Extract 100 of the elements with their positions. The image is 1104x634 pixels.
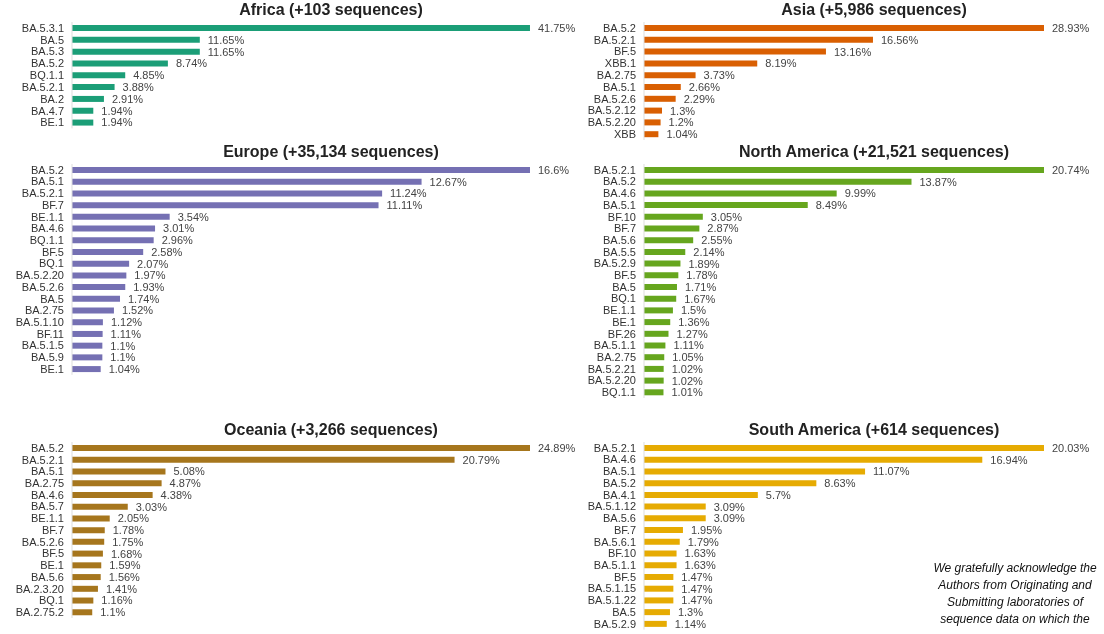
data-label: 1.11% — [673, 339, 704, 352]
data-label: 20.03% — [1051, 441, 1090, 454]
data-label: 1.67% — [684, 292, 716, 305]
y-tick-label: BA.5.1.12 — [587, 500, 637, 513]
data-label: 11.65% — [207, 33, 245, 46]
y-tick-label: BA.4.1 — [603, 488, 637, 501]
data-label: 1.36% — [678, 316, 710, 329]
data-label: 1.3% — [677, 606, 704, 619]
y-tick-label: BF.7 — [613, 222, 636, 235]
y-tick-label: BA.2.75 — [596, 69, 636, 81]
bar — [644, 295, 677, 302]
bar — [644, 480, 817, 487]
data-label: 3.01% — [163, 222, 195, 235]
data-label: 2.58% — [151, 245, 183, 258]
y-tick-label: BQ.1.1 — [29, 234, 64, 247]
bar — [72, 167, 530, 173]
y-tick-label: BA.5.2.20 — [587, 116, 636, 129]
y-tick-label: BA.5.2 — [31, 163, 64, 176]
data-label: 20.74% — [1052, 163, 1090, 176]
y-tick-label: BE.1.1 — [30, 512, 64, 525]
data-label: 2.07% — [137, 257, 169, 270]
bar — [644, 272, 679, 279]
data-label: 1.47% — [681, 594, 713, 607]
bar — [72, 330, 103, 337]
data-label: 2.29% — [683, 92, 716, 105]
data-label: 1.14% — [674, 617, 707, 630]
chart-title: Africa (+103 sequences) — [238, 0, 424, 20]
data-label: 5.7% — [765, 488, 792, 501]
y-tick-label: BQ.1 — [610, 292, 636, 305]
bar — [72, 319, 103, 326]
y-tick-label: BA.2.75 — [24, 304, 64, 317]
bar — [644, 48, 826, 55]
y-tick-label: BF.10 — [607, 547, 637, 560]
data-label: 1.94% — [101, 104, 133, 117]
data-label: 24.89% — [538, 441, 576, 454]
y-tick-label: BA.5 — [612, 605, 637, 618]
y-tick-label: BF.11 — [36, 327, 64, 340]
data-label: 1.74% — [128, 292, 160, 305]
bar — [644, 131, 659, 138]
data-label: 11.24% — [390, 187, 427, 200]
data-label: 16.94% — [990, 453, 1028, 466]
data-label: 9.99% — [844, 187, 877, 200]
y-tick-label: BF.5 — [613, 45, 636, 58]
data-label: 3.54% — [177, 210, 210, 223]
bar — [644, 389, 664, 396]
y-tick-label: BA.5.1 — [602, 80, 636, 93]
bar — [72, 503, 128, 510]
data-label: 1.75% — [112, 535, 144, 548]
data-label: 4.38% — [160, 488, 193, 501]
bar — [72, 178, 422, 185]
y-tick-label: BA.5.2.6 — [21, 535, 64, 548]
bar — [644, 609, 670, 616]
y-tick-label: BA.2.75 — [596, 350, 636, 363]
bar — [72, 574, 101, 581]
bar — [644, 36, 873, 43]
data-label: 8.49% — [815, 199, 848, 212]
bar — [72, 284, 126, 291]
bar — [644, 550, 677, 557]
chart-title: Oceania (+3,266 sequences) — [223, 420, 439, 440]
data-label: 1.78% — [112, 524, 145, 537]
data-label: 1.89% — [688, 257, 720, 270]
bar — [72, 225, 156, 232]
y-tick-label: BF.7 — [614, 523, 637, 536]
bar — [72, 597, 94, 604]
data-label: 13.87% — [919, 175, 958, 188]
bar — [644, 119, 661, 126]
data-label: 1.78% — [686, 269, 718, 282]
y-tick-label: BA.5.5 — [602, 245, 636, 258]
y-tick-label: BE.1 — [40, 116, 65, 129]
bar — [644, 60, 758, 67]
bar — [644, 515, 706, 522]
y-tick-label: BA.5.2.1 — [21, 80, 65, 93]
bar — [644, 25, 1044, 31]
data-label: 41.75% — [537, 21, 576, 34]
bar — [644, 307, 673, 314]
data-label: 2.55% — [701, 234, 733, 247]
data-label: 2.66% — [688, 80, 721, 93]
y-tick-label: BE.1 — [612, 315, 636, 328]
bar — [72, 272, 127, 279]
bar — [644, 445, 1044, 451]
y-tick-label: BE.1 — [40, 559, 64, 572]
y-tick-label: BQ.1 — [38, 257, 64, 270]
y-tick-label: BA.5.2.1 — [593, 33, 636, 46]
bar — [72, 366, 101, 373]
data-label: 1.79% — [687, 535, 720, 548]
y-tick-label: BQ.1 — [38, 594, 64, 607]
bar — [644, 620, 667, 627]
bar — [644, 284, 677, 290]
bar — [644, 225, 700, 232]
y-tick-label: BA.5.2.9 — [593, 257, 636, 270]
data-label: 4.85% — [133, 69, 165, 82]
y-tick-label: BA.2.3.20 — [15, 582, 64, 595]
data-label: 1.04% — [666, 128, 698, 141]
data-label: 1.04% — [108, 362, 141, 375]
y-tick-label: BA.5.1.22 — [587, 594, 637, 607]
y-tick-label: BA.5.2.1 — [593, 441, 637, 454]
data-label: 3.73% — [703, 69, 735, 82]
data-label: 5.08% — [173, 465, 205, 478]
bar — [644, 319, 671, 326]
bar — [72, 190, 383, 197]
